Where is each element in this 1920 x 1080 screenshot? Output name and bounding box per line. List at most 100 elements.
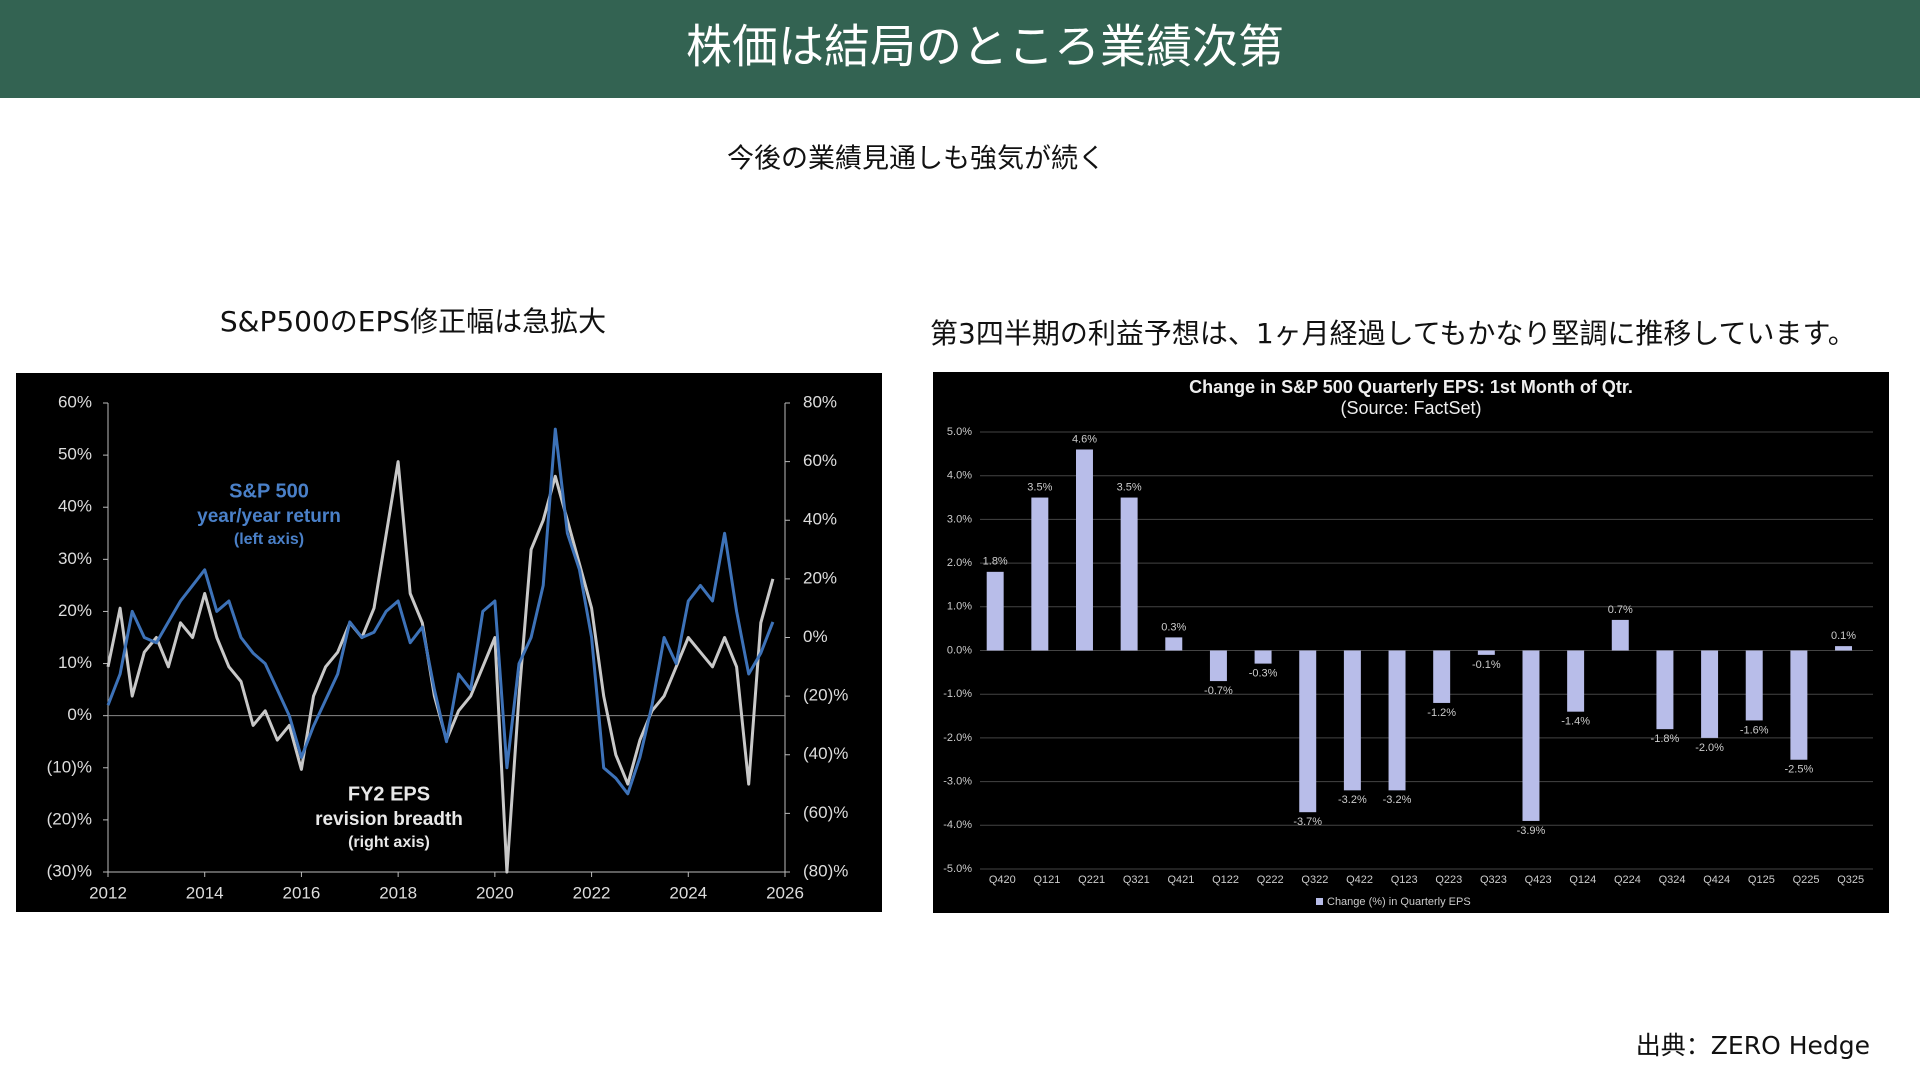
y2-tick-label: 80% [803,392,837,411]
bar [1567,650,1585,712]
y2-tick-label: 20% [803,568,837,587]
x-tick-label: Q125 [1748,874,1775,886]
x-tick-label: Q222 [1257,874,1284,886]
value-label: 1.8% [983,556,1008,568]
series-label: revision breadth [315,809,463,830]
y-tick-label: 1.0% [947,601,972,613]
value-label: -1.6% [1740,724,1769,736]
value-label: 3.5% [1027,481,1052,493]
bar [1790,650,1808,760]
x-tick-label: Q420 [989,874,1016,886]
slide-subtitle: 今後の業績見通しも強気が続く [727,144,1105,175]
value-label: -3.2% [1383,794,1412,806]
y-tick-label: 30% [58,549,92,568]
y2-tick-label: 60% [803,451,837,470]
y-tick-label: 2.0% [947,557,972,569]
value-label: -3.9% [1517,825,1546,837]
value-label: -3.2% [1338,794,1367,806]
x-tick-label: Q221 [1078,874,1105,886]
bar [1031,497,1049,651]
bar [1745,650,1763,721]
chart-title: Change in S&P 500 Quarterly EPS: 1st Mon… [1189,377,1633,397]
bar [1299,650,1317,813]
legend-label: Change (%) in Quarterly EPS [1327,896,1471,908]
bar [1701,650,1719,738]
x-tick-label: Q423 [1525,874,1552,886]
bar [1120,497,1138,651]
slide-title: 株価は結局のところ業績次第 [686,20,1284,74]
y-tick-label: 0.0% [947,644,972,656]
bar [1165,637,1183,651]
x-tick-label: Q321 [1123,874,1150,886]
x-tick-label: Q124 [1569,874,1596,886]
y2-tick-label: (60)% [803,803,848,822]
series-label: (right axis) [348,834,430,851]
value-label: -1.4% [1561,716,1590,728]
x-tick-label: Q424 [1703,874,1730,886]
bar [1835,646,1853,651]
x-tick-label: Q225 [1793,874,1820,886]
y-tick-label: 40% [58,497,92,516]
value-label: 0.7% [1608,604,1633,616]
bar [1075,449,1093,651]
value-label: 3.5% [1117,481,1142,493]
y-tick-label: 50% [58,445,92,464]
series-line [106,427,775,796]
x-tick-label: 2012 [89,883,127,902]
chart-caption: S&P500のEPS修正幅は急拡大 [220,305,606,338]
y2-tick-label: 0% [803,627,828,646]
bar [1611,619,1629,651]
y-tick-label: 3.0% [947,513,972,525]
y-tick-label: 5.0% [947,426,972,438]
y-tick-label: -3.0% [943,776,972,788]
bar [1477,650,1495,655]
series-label: S&P 500 [229,480,309,502]
y-tick-label: (20)% [47,809,92,828]
value-label: -2.0% [1695,742,1724,754]
x-tick-label: Q224 [1614,874,1641,886]
y-tick-label: 10% [58,653,92,672]
x-tick-label: 2026 [766,883,804,902]
bar [1388,650,1406,791]
value-label: -1.8% [1651,733,1680,745]
x-tick-label: Q324 [1659,874,1686,886]
bar [986,571,1004,651]
x-tick-label: Q422 [1346,874,1373,886]
x-tick-label: 2016 [283,883,321,902]
x-tick-label: 2014 [186,883,224,902]
y2-tick-label: (80)% [803,861,848,880]
value-label: 4.6% [1072,433,1097,445]
series-label: (left axis) [234,531,304,548]
value-label: 0.1% [1831,630,1856,642]
x-tick-label: Q122 [1212,874,1239,886]
series-label: year/year return [197,506,341,527]
value-label: -0.3% [1249,668,1278,680]
x-tick-label: 2020 [476,883,514,902]
bar [1656,650,1674,730]
x-tick-label: 2018 [379,883,417,902]
y2-tick-label: 40% [803,510,837,529]
x-tick-label: Q325 [1837,874,1864,886]
bar [1209,650,1227,682]
header-bar [0,0,1920,98]
y-tick-label: (30)% [47,861,92,880]
y-tick-label: 60% [58,392,92,411]
y-tick-label: -1.0% [943,688,972,700]
y-tick-label: -2.0% [943,732,972,744]
bar [1343,650,1361,791]
x-tick-label: Q323 [1480,874,1507,886]
chart-background [16,373,882,912]
chart-subtitle: (Source: FactSet) [1340,398,1481,418]
value-label: -2.5% [1785,764,1814,776]
value-label: -3.7% [1293,816,1322,828]
y-tick-label: -4.0% [943,819,972,831]
y-tick-label: 20% [58,601,92,620]
x-tick-label: Q322 [1301,874,1328,886]
x-tick-label: Q421 [1167,874,1194,886]
value-label: 0.3% [1161,621,1186,633]
y-tick-label: (10)% [47,757,92,776]
value-label: -0.1% [1472,659,1501,671]
x-tick-label: Q123 [1391,874,1418,886]
